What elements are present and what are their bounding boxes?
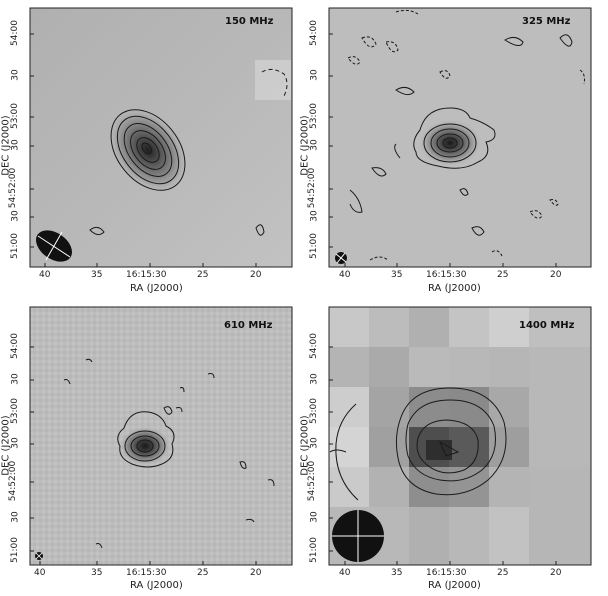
xtick-label: 20 bbox=[250, 270, 262, 280]
xtick-label: 40 bbox=[39, 270, 51, 280]
xtick-label: 20 bbox=[550, 270, 562, 280]
negative-contours bbox=[347, 9, 585, 261]
radio-image-325mhz bbox=[328, 7, 592, 268]
source-emission bbox=[418, 119, 482, 167]
ytick-label: 30 bbox=[309, 69, 320, 81]
xtick-label: 35 bbox=[91, 568, 103, 578]
xtick-label: 25 bbox=[497, 568, 509, 578]
xtick-label: 16:15:30 bbox=[426, 270, 467, 280]
y-axis-label: DEC (J2000) bbox=[299, 415, 311, 476]
ticks bbox=[30, 346, 257, 565]
radio-image-610mhz bbox=[29, 306, 293, 566]
radio-image-150mhz bbox=[29, 7, 293, 268]
xtick-label: 25 bbox=[497, 270, 509, 280]
xtick-label: 20 bbox=[250, 568, 262, 578]
ytick-label: 54:00 bbox=[9, 333, 20, 359]
y-axis-label: DEC (J2000) bbox=[299, 115, 311, 176]
xtick-label: 25 bbox=[197, 568, 209, 578]
contours bbox=[89, 68, 288, 236]
x-axis-label: RA (J2000) bbox=[130, 283, 183, 294]
panel-325mhz: 325 MHz 54:00 30 53:00 30 54:52:00 30 51… bbox=[300, 0, 608, 300]
plot-frame bbox=[29, 306, 293, 566]
radio-image-1400mhz bbox=[328, 306, 592, 566]
xtick-label: 16:15:30 bbox=[426, 568, 467, 578]
plot-frame bbox=[29, 7, 293, 268]
contours bbox=[63, 358, 275, 549]
beam bbox=[35, 230, 73, 262]
xtick-label: 40 bbox=[34, 568, 46, 578]
panel-610mhz: 610 MHz 54:00 30 53:00 30 54:52:00 30 51… bbox=[0, 300, 300, 596]
x-axis-label: RA (J2000) bbox=[428, 580, 481, 591]
ytick-label: 54:00 bbox=[308, 333, 319, 359]
beam bbox=[332, 510, 384, 562]
pixel-blocks bbox=[329, 307, 591, 565]
frequency-label: 150 MHz bbox=[225, 16, 274, 27]
ytick-label: 51:00 bbox=[308, 233, 319, 259]
panel-150mhz: 150 MHz 54:00 30 53:00 30 54:52:00 30 51… bbox=[0, 0, 300, 300]
ytick-label: 51:00 bbox=[9, 233, 20, 259]
ytick-label: 30 bbox=[10, 437, 21, 449]
ytick-label: 30 bbox=[10, 373, 21, 385]
ticks bbox=[329, 346, 557, 565]
frequency-label: 1400 MHz bbox=[519, 320, 575, 331]
plot-frame bbox=[328, 7, 592, 268]
ytick-label: 51:00 bbox=[308, 537, 319, 563]
ytick-label: 30 bbox=[10, 511, 21, 523]
ytick-label: 30 bbox=[309, 139, 320, 151]
ytick-label: 30 bbox=[309, 210, 320, 222]
contours bbox=[349, 34, 573, 236]
ytick-label: 30 bbox=[309, 511, 320, 523]
y-axis-label: DEC (J2000) bbox=[0, 115, 12, 176]
beam bbox=[35, 552, 43, 560]
xtick-label: 35 bbox=[91, 270, 103, 280]
contours bbox=[329, 387, 507, 501]
plot-frame bbox=[328, 306, 592, 566]
source-emission bbox=[119, 426, 171, 466]
ytick-label: 51:00 bbox=[9, 537, 20, 563]
xtick-label: 35 bbox=[391, 568, 403, 578]
ytick-label: 30 bbox=[10, 139, 21, 151]
xtick-label: 16:15:30 bbox=[126, 568, 167, 578]
frequency-label: 610 MHz bbox=[224, 320, 273, 331]
ytick-label: 54:00 bbox=[308, 20, 319, 46]
ytick-label: 30 bbox=[10, 69, 21, 81]
frequency-label: 325 MHz bbox=[522, 16, 571, 27]
xtick-label: 20 bbox=[550, 568, 562, 578]
xtick-label: 40 bbox=[339, 568, 351, 578]
y-axis-label: DEC (J2000) bbox=[0, 415, 12, 476]
xtick-label: 35 bbox=[391, 270, 403, 280]
ytick-label: 30 bbox=[10, 210, 21, 222]
x-axis-label: RA (J2000) bbox=[428, 283, 481, 294]
beam bbox=[335, 252, 347, 264]
ticks bbox=[30, 33, 257, 267]
xtick-label: 16:15:30 bbox=[126, 270, 167, 280]
ytick-label: 54:00 bbox=[9, 20, 20, 46]
ytick-label: 30 bbox=[309, 437, 320, 449]
ticks bbox=[329, 33, 557, 267]
ytick-label: 30 bbox=[309, 373, 320, 385]
xtick-label: 25 bbox=[197, 270, 209, 280]
panel-1400mhz: 1400 MHz 54:00 30 53:00 30 54:52:00 30 5… bbox=[300, 300, 608, 596]
xtick-label: 40 bbox=[339, 270, 351, 280]
x-axis-label: RA (J2000) bbox=[130, 580, 183, 591]
